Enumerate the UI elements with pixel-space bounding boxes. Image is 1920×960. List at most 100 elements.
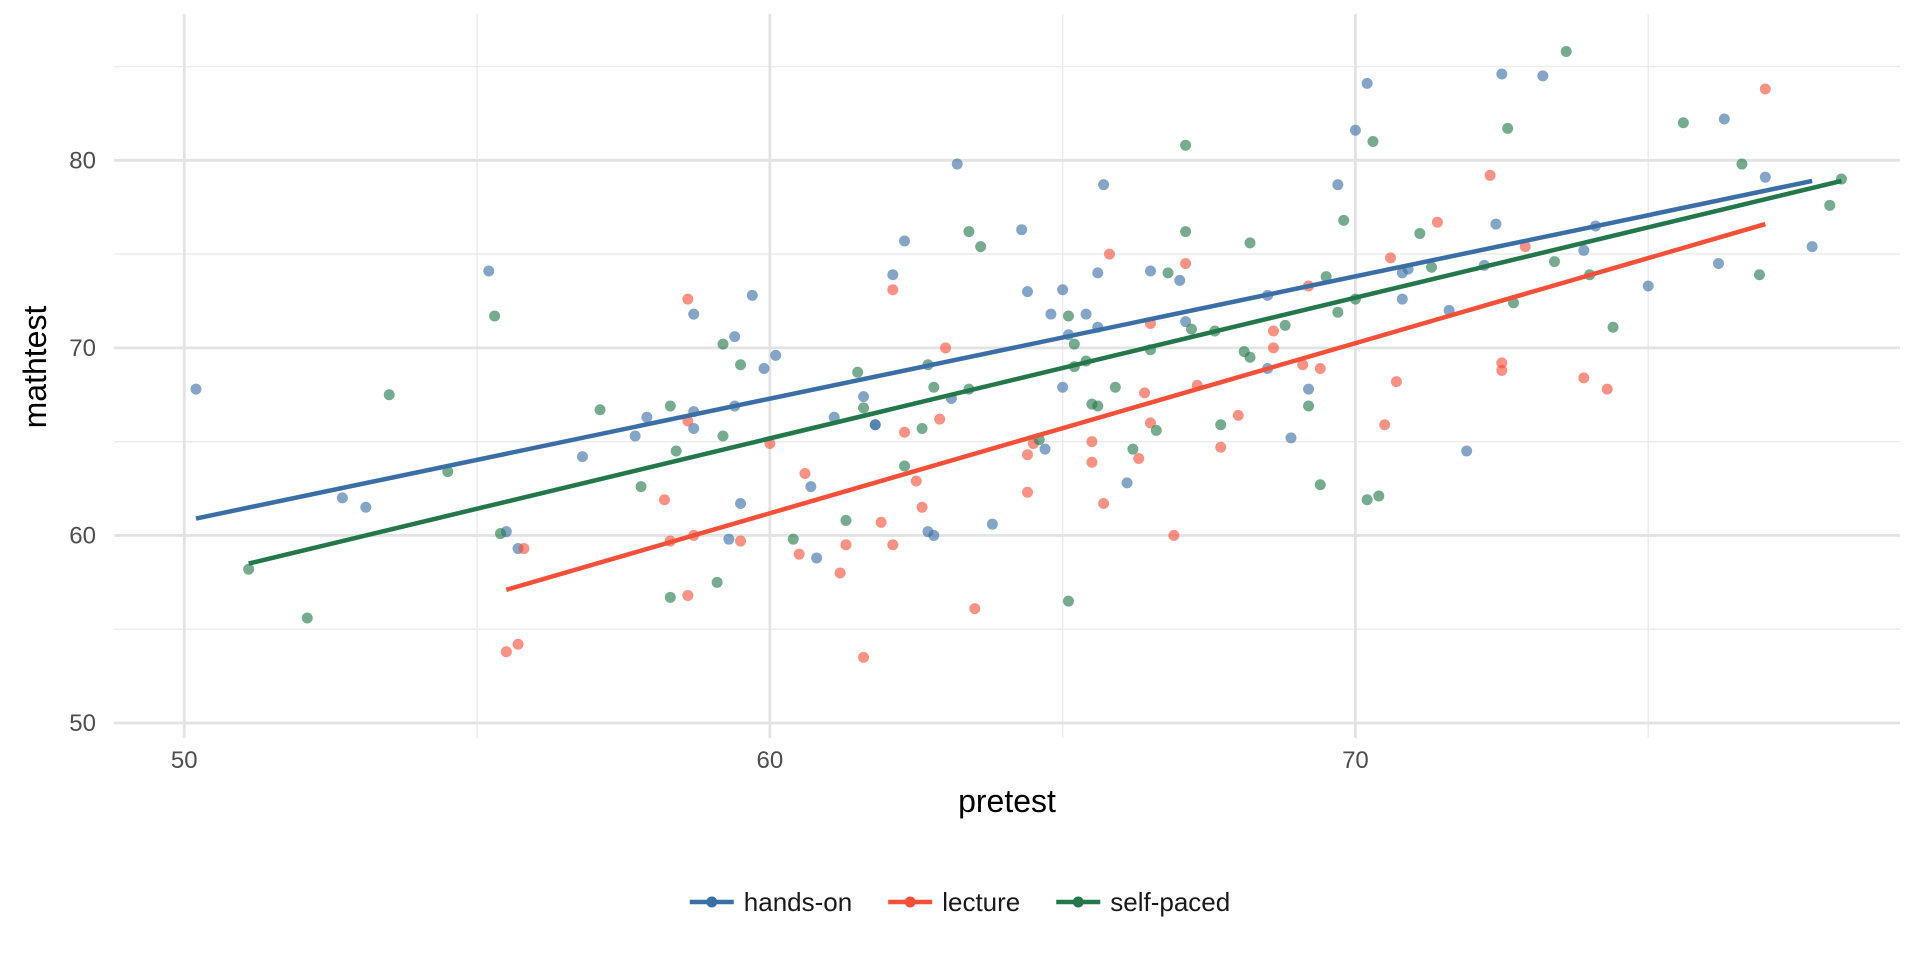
data-point <box>1267 342 1279 354</box>
data-point <box>658 494 670 506</box>
data-point <box>1607 321 1619 333</box>
data-point <box>805 481 817 493</box>
data-point <box>500 646 512 658</box>
data-point <box>1759 83 1771 95</box>
legend-label: lecture <box>942 887 1020 917</box>
legend-label: hands-on <box>744 887 852 917</box>
grid <box>114 14 1900 738</box>
trend-lines <box>195 178 1842 592</box>
data-point <box>1092 267 1104 279</box>
data-point <box>682 293 694 305</box>
data-point <box>1431 216 1443 228</box>
data-point <box>858 402 870 414</box>
data-point <box>1414 227 1426 239</box>
data-point <box>1109 381 1121 393</box>
data-point <box>1021 449 1033 461</box>
data-point <box>1267 325 1279 337</box>
data-point <box>1180 257 1192 269</box>
data-point <box>746 289 758 301</box>
data-point <box>1098 498 1110 510</box>
data-point <box>1537 70 1549 82</box>
data-point <box>1244 237 1256 249</box>
data-point <box>1039 443 1051 455</box>
trend-line <box>505 221 1766 592</box>
data-point <box>670 445 682 457</box>
data-point <box>1396 293 1408 305</box>
data-point <box>1642 280 1654 292</box>
data-point <box>1045 308 1057 320</box>
data-point <box>858 391 870 403</box>
data-point <box>1379 419 1391 431</box>
data-point <box>1759 171 1771 183</box>
data-point <box>1349 124 1361 136</box>
data-point <box>1139 387 1151 399</box>
data-point <box>1361 77 1373 89</box>
data-point <box>1180 226 1192 238</box>
data-point <box>1144 265 1156 277</box>
trend-line <box>195 178 1813 521</box>
data-point <box>1086 436 1098 448</box>
x-tick-label: 50 <box>171 747 198 774</box>
data-point <box>1338 214 1350 226</box>
data-point <box>1736 158 1748 170</box>
data-point <box>1806 241 1818 253</box>
legend: hands-on lecture self-paced <box>689 887 1230 917</box>
data-point <box>494 528 506 540</box>
data-point <box>928 381 940 393</box>
y-tick-label: 80 <box>69 147 96 174</box>
data-point <box>723 533 735 545</box>
data-point <box>1314 479 1326 491</box>
data-point <box>1068 338 1080 350</box>
data-point <box>243 563 255 575</box>
data-point <box>483 265 495 277</box>
data-point <box>1021 286 1033 298</box>
data-point <box>1824 199 1836 211</box>
data-point <box>1303 383 1315 395</box>
data-point <box>1519 241 1531 253</box>
data-point <box>969 603 981 615</box>
data-point <box>1098 179 1110 191</box>
data-point <box>190 383 202 395</box>
data-point <box>1144 417 1156 429</box>
data-point <box>986 518 998 530</box>
y-axis-title: mathtest <box>17 306 53 429</box>
data-point <box>1016 224 1028 236</box>
data-point <box>899 460 911 472</box>
data-point <box>787 533 799 545</box>
data-point <box>899 235 911 247</box>
data-point <box>711 576 723 588</box>
data-point <box>1057 284 1069 296</box>
data-point <box>758 362 770 374</box>
data-point <box>1549 256 1561 268</box>
data-point <box>1578 244 1590 256</box>
data-point <box>951 158 963 170</box>
data-point <box>1086 456 1098 468</box>
data-point <box>729 331 741 343</box>
data-point <box>1244 351 1256 363</box>
data-point <box>1215 441 1227 453</box>
data-point <box>1215 419 1227 431</box>
data-point <box>1279 319 1291 331</box>
data-point <box>1496 68 1508 80</box>
data-point <box>594 404 606 416</box>
data-point <box>793 548 805 560</box>
data-point <box>840 539 852 551</box>
data-point <box>518 543 530 555</box>
x-axis-title: pretest <box>958 783 1056 819</box>
data-point <box>770 349 782 361</box>
y-tick-label: 60 <box>69 522 96 549</box>
data-point <box>576 451 588 463</box>
y-tick-label: 50 <box>69 710 96 737</box>
data-point <box>717 430 729 442</box>
data-point <box>1332 179 1344 191</box>
data-point <box>1133 453 1145 465</box>
data-point <box>940 342 952 354</box>
data-point <box>1373 490 1385 502</box>
data-point <box>1180 316 1192 328</box>
data-point <box>875 516 887 528</box>
data-point <box>664 400 676 412</box>
data-point <box>1103 248 1115 260</box>
data-point <box>1712 257 1724 269</box>
